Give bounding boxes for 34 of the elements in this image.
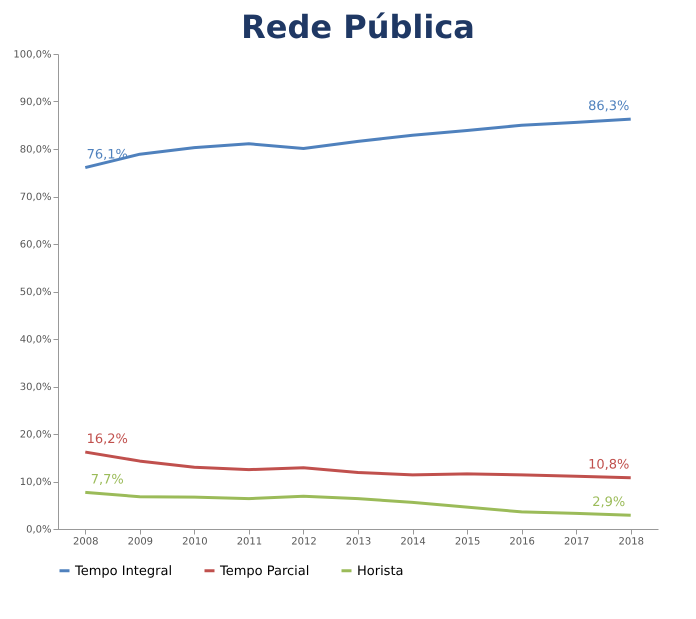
chart-title: Rede Pública [241, 8, 475, 46]
data-label: 76,1% [86, 148, 128, 163]
legend-label: Tempo Integral [74, 564, 172, 579]
data-label: 2,9% [592, 495, 626, 510]
y-tick-label: 0,0% [26, 524, 52, 536]
y-tick-label: 50,0% [20, 287, 52, 298]
y-tick-label: 40,0% [20, 334, 52, 346]
x-tick-label: 2009 [128, 536, 154, 548]
y-tick-label: 10,0% [20, 477, 52, 488]
y-tick-label: 60,0% [20, 240, 52, 250]
line-series [84, 118, 632, 170]
x-tick-label: 2008 [73, 536, 98, 548]
y-tick-label: 80,0% [20, 144, 52, 156]
x-tick-label: 2011 [236, 536, 262, 548]
y-tick-label: 90,0% [20, 97, 52, 108]
x-tick-label: 2015 [454, 536, 480, 548]
x-tick-label: 2016 [509, 536, 535, 548]
x-tick-label: 2017 [564, 536, 590, 548]
data-label: 86,3% [588, 99, 630, 114]
x-tick-label: 2013 [346, 536, 372, 548]
data-label: 10,8% [588, 458, 630, 473]
y-tick-label: 70,0% [20, 192, 52, 203]
line-series [84, 490, 632, 517]
y-tick-label: 100,0% [13, 50, 52, 60]
x-tick-label: 2012 [291, 536, 317, 548]
legend-label: Horista [357, 564, 404, 579]
data-label: 7,7% [90, 472, 124, 488]
legend-label: Tempo Parcial [219, 564, 310, 579]
x-tick-label: 2018 [618, 536, 644, 548]
data-label: 16,2% [86, 432, 128, 448]
y-tick-label: 20,0% [20, 430, 52, 440]
x-tick-label: 2010 [182, 536, 208, 548]
y-tick-label: 30,0% [20, 382, 52, 393]
x-tick-label: 2014 [400, 536, 426, 548]
